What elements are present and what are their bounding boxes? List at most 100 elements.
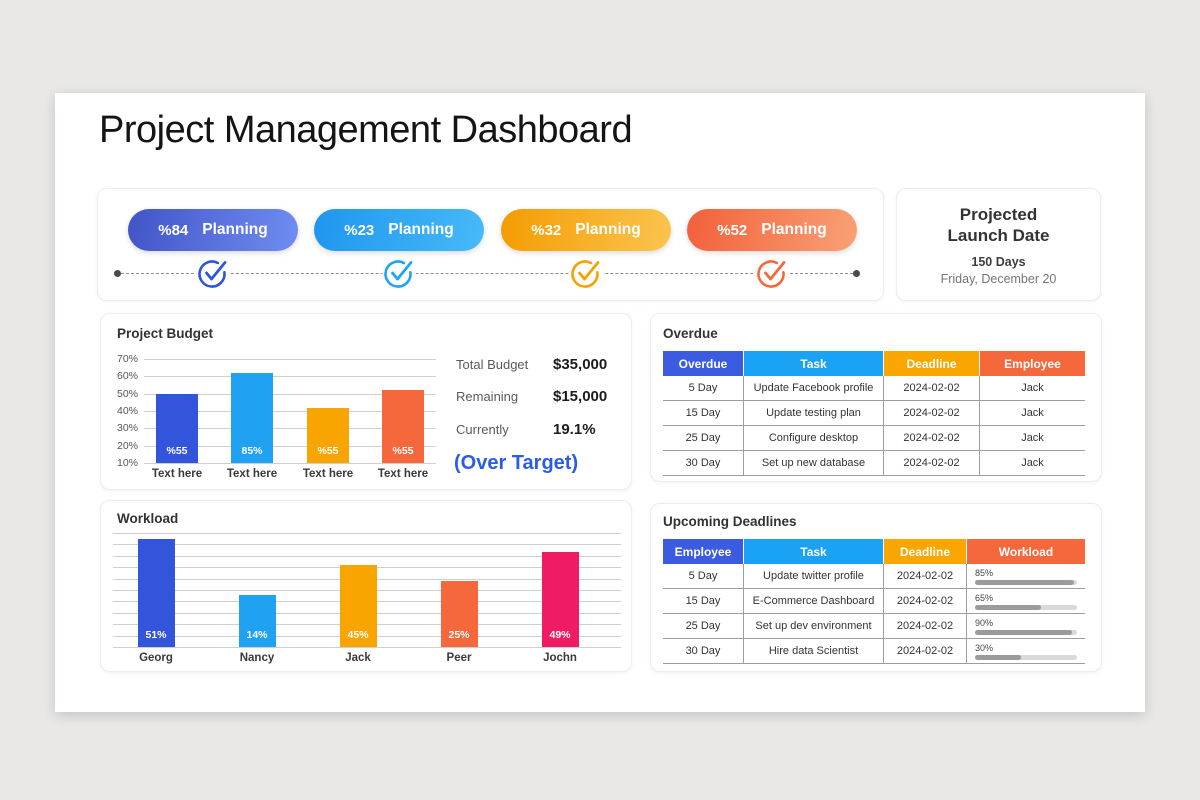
overdue-panel-title: Overdue <box>663 326 718 341</box>
table-row: 15 Day Update testing plan 2024-02-02 Jack <box>663 401 1085 426</box>
stage-percent: %84 <box>158 221 189 239</box>
table-cell: Jack <box>1021 407 1044 419</box>
table-row: 5 Day Update twitter profile 2024-02-02 85% <box>663 564 1085 589</box>
budget-stat-label: Remaining <box>456 389 519 404</box>
launch-date: Friday, December 20 <box>940 272 1057 286</box>
over-target-text: (Over Target) <box>454 452 579 474</box>
deadlines-table: Employee Task Deadline Workload 5 Day Update … <box>663 539 1085 664</box>
table-cell: 5 Day <box>663 376 744 400</box>
table-row: 30 Day Set up new database 2024-02-02 Jack <box>663 451 1085 476</box>
table-cell: Jack <box>1021 382 1044 394</box>
table-cell: 2024-02-02 <box>884 564 967 588</box>
workload-chart: 51% 14% 45% 25% 49% <box>113 533 621 648</box>
table-cell: Update testing plan <box>744 401 884 425</box>
stage-label: Planning <box>388 221 454 238</box>
x-axis-label: Nancy <box>239 652 275 664</box>
workload-bar: 45% <box>339 565 377 647</box>
table-cell: Hire data Scientist <box>744 639 884 663</box>
deadlines-header-cell: Workload <box>967 539 1085 564</box>
stage-label: Planning <box>761 221 827 238</box>
workload-percent: 90% <box>975 618 994 628</box>
check-icon <box>196 256 230 290</box>
y-axis-tick: 50% <box>116 387 138 400</box>
table-cell: Jack <box>1021 432 1044 444</box>
deadlines-header-cell: Deadline <box>884 539 967 564</box>
timeline-end-dot <box>853 270 860 277</box>
table-row: 5 Day Update Facebook profile 2024-02-02 Ja… <box>663 376 1085 401</box>
table-header-row: Employee Task Deadline Workload <box>663 539 1085 564</box>
budget-stat-row: Remaining $15,000 <box>456 388 656 405</box>
workload-progress-track <box>975 655 1077 660</box>
bar-value-label: 45% <box>347 629 369 641</box>
workload-panel-title: Workload <box>117 511 179 526</box>
overdue-header-cell: Employee <box>980 351 1085 376</box>
gridline <box>144 428 436 429</box>
launch-card-title: Projected Launch Date <box>897 204 1100 246</box>
stage-label: Planning <box>575 221 641 238</box>
workload-progress-fill <box>975 605 1042 610</box>
gridline <box>113 647 621 648</box>
overdue-header-cell: Task <box>744 351 884 376</box>
y-axis-tick: 70% <box>116 353 138 365</box>
workload-bar: 14% <box>238 595 276 647</box>
workload-progress-fill <box>975 655 1021 660</box>
overdue-header-cell: Deadline <box>884 351 980 376</box>
project-budget-panel: Project Budget (Over Target) 70% 60% 50% 40… <box>100 313 632 490</box>
overdue-header-cell: Overdue <box>663 351 744 376</box>
workload-progress-fill <box>975 630 1072 635</box>
budget-stat-row: Total Budget $35,000 <box>456 356 656 373</box>
gridline <box>113 533 621 534</box>
bar-value-label: %55 <box>166 445 188 457</box>
y-axis-tick: 10% <box>116 457 138 469</box>
y-axis-tick: 40% <box>116 405 138 417</box>
check-icon <box>382 256 416 290</box>
gridline <box>144 446 436 447</box>
bar-value-label: 85% <box>241 445 263 457</box>
deadlines-header-cell: Employee <box>663 539 744 564</box>
y-axis-tick: 30% <box>116 422 138 435</box>
budget-stat-label: Currently <box>456 422 509 437</box>
bar-value-label: 14% <box>246 629 268 641</box>
table-row: 15 Day E-Commerce Dashboard 2024-02-02 65% <box>663 589 1085 614</box>
table-cell: 2024-02-02 <box>884 639 967 663</box>
budget-stat-value: $15,000 <box>553 388 608 405</box>
x-axis-label: Jochn <box>543 652 577 664</box>
gridline <box>144 359 436 360</box>
stage-label: Planning <box>202 221 268 238</box>
gridline <box>144 411 436 412</box>
table-cell: Jack <box>1021 457 1044 469</box>
table-cell: 15 Day <box>663 589 744 613</box>
workload-progress-track <box>975 630 1077 635</box>
x-axis-label: Peer <box>446 652 472 664</box>
table-cell: Update twitter profile <box>744 564 884 588</box>
launch-card-title-line1: Projected <box>959 205 1038 224</box>
bar-value-label: 49% <box>549 629 571 641</box>
stage-percent: %52 <box>717 221 748 239</box>
stage-pill: %32 Planning <box>501 209 671 251</box>
table-cell: 25 Day <box>663 426 744 450</box>
workload-cell: 85% <box>967 564 1085 588</box>
deadlines-panel-title: Upcoming Deadlines <box>663 514 797 529</box>
table-cell: 30 Day <box>663 639 744 663</box>
workload-progress-track <box>975 580 1077 585</box>
stage-pill: %84 Planning <box>128 209 298 251</box>
table-header-row: Overdue Task Deadline Employee <box>663 351 1085 376</box>
budget-bar: %55 <box>307 408 349 463</box>
stage-percent: %32 <box>531 221 562 239</box>
budget-bar: %55 <box>156 394 198 463</box>
table-cell: 25 Day <box>663 614 744 638</box>
table-row: 25 Day Configure desktop 2024-02-02 Jack <box>663 426 1085 451</box>
table-cell: 2024-02-02 <box>884 376 980 400</box>
budget-panel-title: Project Budget <box>117 326 214 341</box>
projected-launch-card: Projected Launch Date 150 Days Friday, D… <box>896 188 1101 301</box>
table-cell: 2024-02-02 <box>884 614 967 638</box>
check-icon <box>569 256 603 290</box>
bar-value-label: %55 <box>392 445 414 457</box>
stage-percent: %23 <box>344 221 375 239</box>
workload-percent: 30% <box>975 643 994 653</box>
workload-percent: 65% <box>975 593 994 603</box>
workload-bar: 25% <box>440 581 478 647</box>
workload-panel: Workload Georg Nancy Jack Peer Jochn 51% 14% 45… <box>100 500 632 672</box>
workload-bar: 49% <box>541 552 579 647</box>
workload-progress-track <box>975 605 1077 610</box>
